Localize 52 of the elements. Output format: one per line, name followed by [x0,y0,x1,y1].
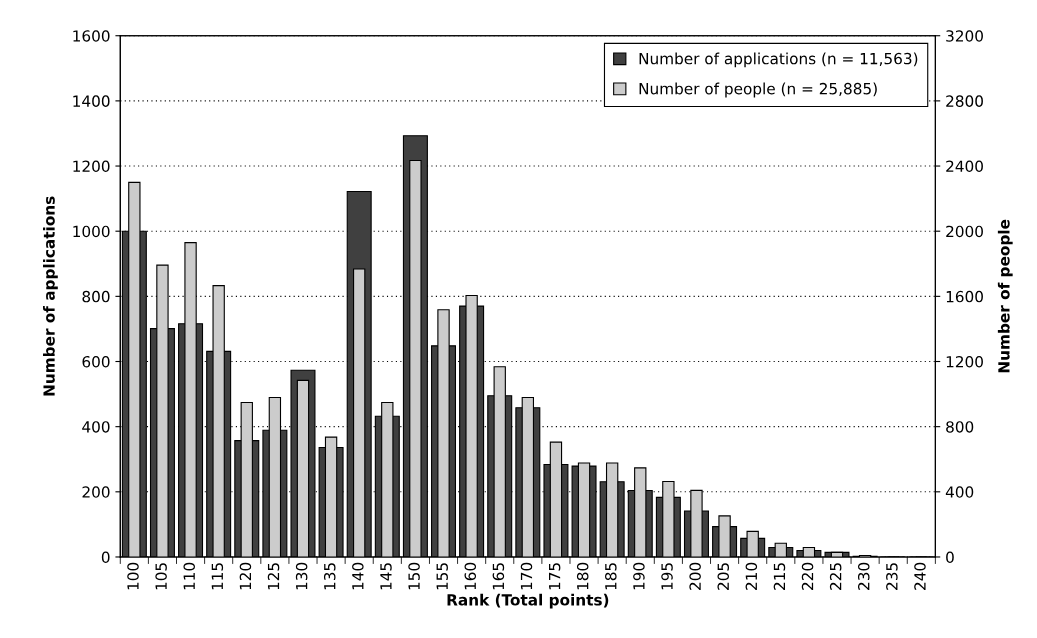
x-tick-label: 150 [408,562,420,590]
x-tick-label: 190 [633,562,645,590]
x-tick-label: 215 [773,563,786,590]
y2-tick-label: 400 [945,486,974,498]
x-tick-label: 205 [717,563,730,590]
y-tick-label: 600 [82,355,110,368]
x-tick-label: 125 [267,563,280,590]
y-tick-label: 1600 [73,30,110,42]
y2-tick-label: 1600 [946,290,983,303]
x-tick-label: 130 [295,562,308,590]
x-tick-label: 225 [829,563,842,590]
x-tick-label: 155 [436,563,448,590]
x-tick-label: 240 [914,562,926,590]
y2-tick-label: 2800 [946,95,983,107]
x-tick-label: 170 [520,562,533,590]
y2-tick-label: 2000 [946,225,983,238]
x-tick-label: 105 [155,563,167,590]
x-tick-label: 210 [745,562,758,590]
x-tick-label: 220 [801,562,814,590]
y-tick-label: 800 [82,290,110,303]
y-axis-title: Number of applications [43,196,58,396]
x-tick-label: 100 [127,562,139,590]
x-tick-label: 175 [549,563,561,590]
x-tick-label: 135 [323,563,336,590]
y-tick-label: 1400 [73,95,110,107]
x-tick-label: 195 [661,563,673,590]
x-tick-label: 230 [857,562,870,590]
legend-label: Number of people (n = 25,885) [639,82,877,98]
legend-label: Number of applications (n = 11,563) [639,52,918,68]
x-tick-label: 110 [183,562,195,590]
x-axis-title: Rank (Total points) [447,593,609,609]
x-tick-label: 115 [211,563,224,590]
x-tick-label: 140 [352,562,364,590]
y2-tick-label: 2400 [946,160,983,173]
x-tick-label: 145 [380,563,392,590]
x-tick-label: 160 [464,562,477,590]
y2-tick-label: 1200 [946,355,983,368]
y-tick-label: 1000 [73,225,110,238]
x-tick-label: 200 [689,562,701,590]
y-tick-label: 1200 [73,160,110,173]
y-tick-label: 0 [101,551,110,563]
x-tick-label: 180 [576,562,589,590]
x-tick-label: 120 [239,562,252,590]
x-tick-label: 165 [492,563,505,590]
y2-tick-label: 3200 [946,30,983,42]
x-tick-label: 235 [886,563,898,590]
y2-tick-label: 800 [946,421,974,433]
x-tick-label: 185 [605,563,617,590]
y-tick-label: 400 [82,421,110,433]
y2-tick-label: 0 [946,551,954,563]
y-tick-label: 200 [82,486,110,498]
y2-axis-title: Number of people [997,219,1013,373]
